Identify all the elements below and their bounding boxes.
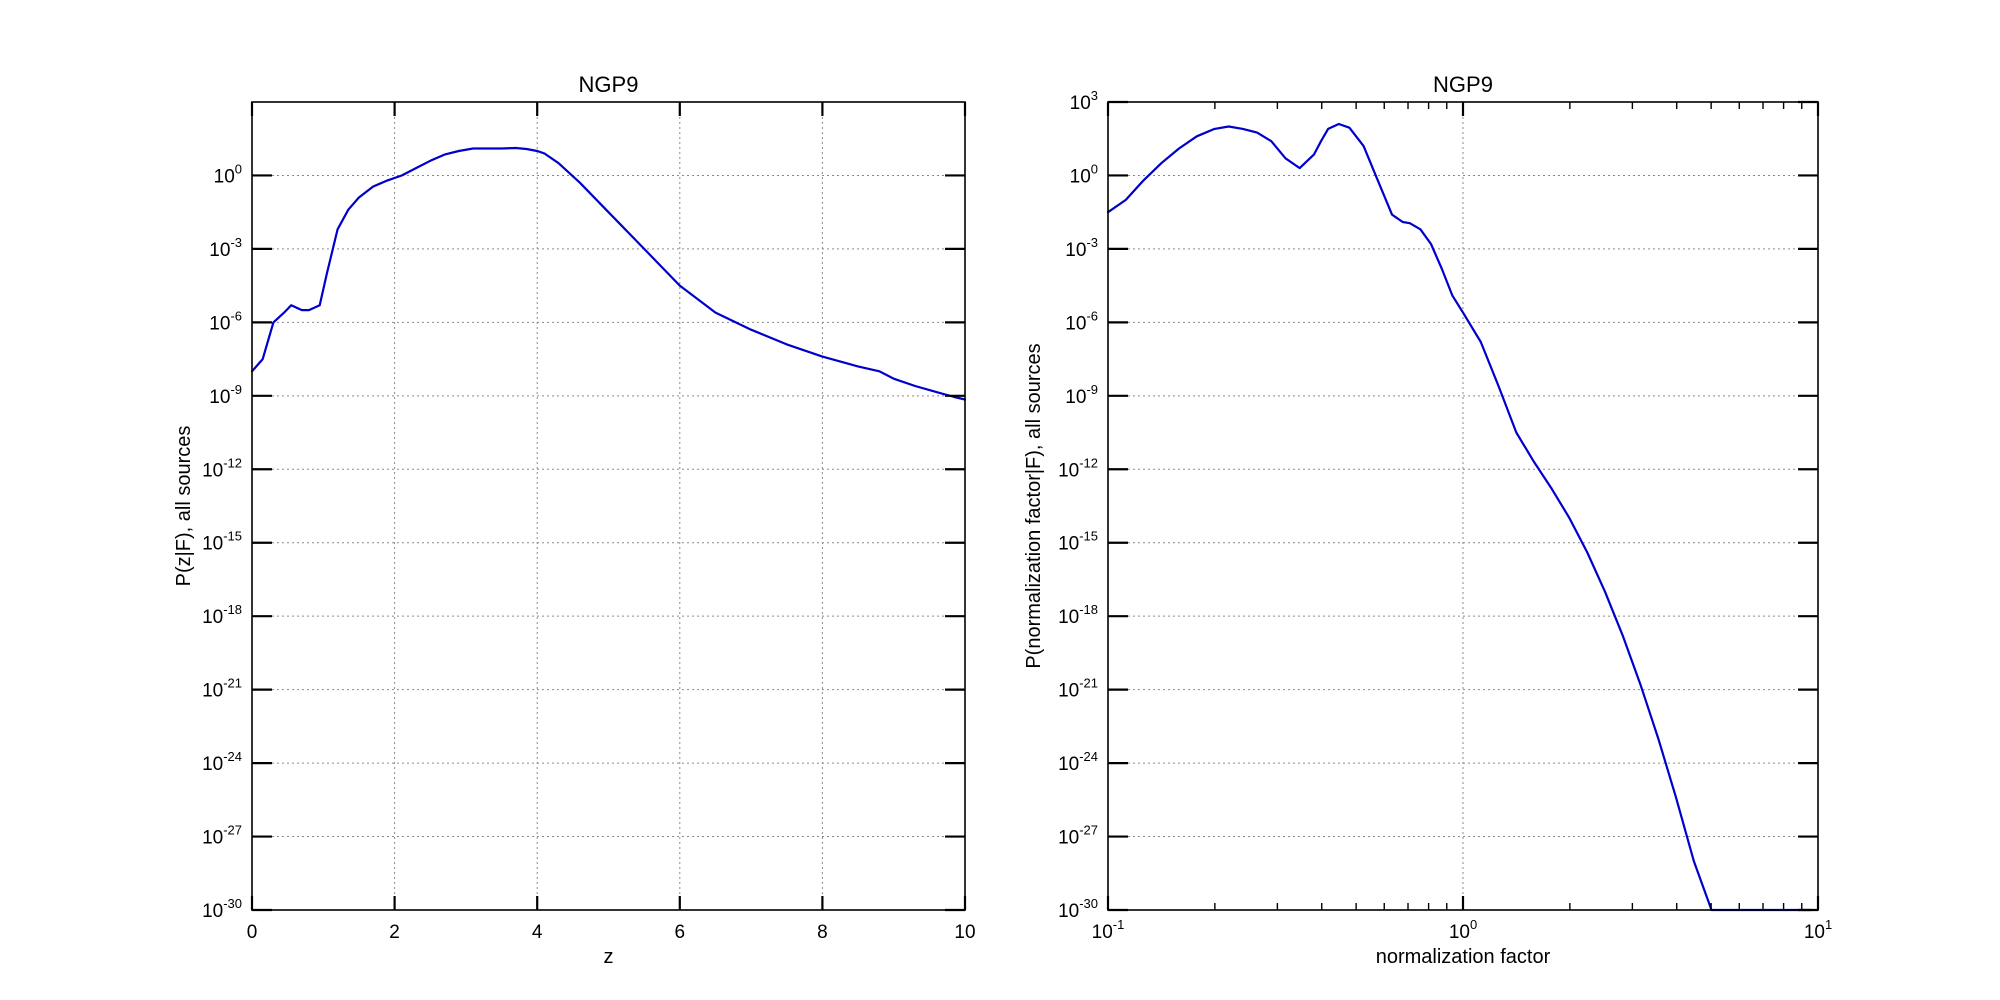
y-axis-label: P(z|F), all sources [173,426,195,587]
chart-redshift: 0 2 4 6 8 10 100 10-3 10-6 10-9 10-12 10-15 10-18 10-… [173,72,976,968]
y-tick-label: 10-27 [202,823,242,849]
y-tick-label: 10-15 [1058,529,1098,555]
x-tick-label: 8 [817,922,828,943]
x-tick-label: 10 [954,922,975,943]
x-axis-label: normalization factor [1376,946,1551,968]
y-tick-label: 10-30 [1058,896,1098,922]
x-tick-label: 6 [675,922,686,943]
y-tick-label: 10-18 [202,602,242,628]
y-tick-label: 10-3 [1065,235,1098,261]
y-tick-label: 10-12 [202,455,242,481]
y-tick-label: 10-21 [1058,676,1098,702]
y-tick-label: 10-18 [1058,602,1098,628]
y-tick-label: 10-27 [1058,823,1098,849]
chart-title: NGP9 [579,72,639,97]
y-tick-label: 10-24 [202,749,242,775]
series-line [250,146,967,401]
x-tick-label: 4 [532,922,543,943]
x-tick-label: 2 [389,922,400,943]
plot-frame [251,101,966,911]
y-tick-label: 10-15 [202,529,242,555]
x-axis-label: z [604,946,614,968]
y-tick-label: 10-3 [209,235,242,261]
y-tick-label: 10-9 [209,382,242,408]
y-tick-label: 10-24 [1058,749,1098,775]
x-tick-label: 100 [1449,917,1477,943]
y-tick-label: 103 [1070,88,1098,114]
chart-normalization: 10-1 100 101 103 100 10-3 10-6 10-9 10-12 10-15 10… [1023,72,1832,968]
y-tick-label: 10-6 [1065,308,1098,334]
x-tick-label: 0 [247,922,258,943]
y-tick-label: 10-6 [209,308,242,334]
x-tick-label: 10-1 [1092,917,1125,943]
y-tick-label: 10-9 [1065,382,1098,408]
y-tick-label: 100 [214,161,242,187]
y-tick-label: 10-12 [1058,455,1098,481]
chart-title: NGP9 [1433,72,1493,97]
y-tick-label: 10-30 [202,896,242,922]
x-tick-label: 101 [1804,917,1832,943]
y-tick-label: 10-21 [202,676,242,702]
y-axis-label: P(normalization factor|F), all sources [1023,343,1045,668]
series-line [1106,122,1812,912]
y-tick-label: 100 [1070,161,1098,187]
